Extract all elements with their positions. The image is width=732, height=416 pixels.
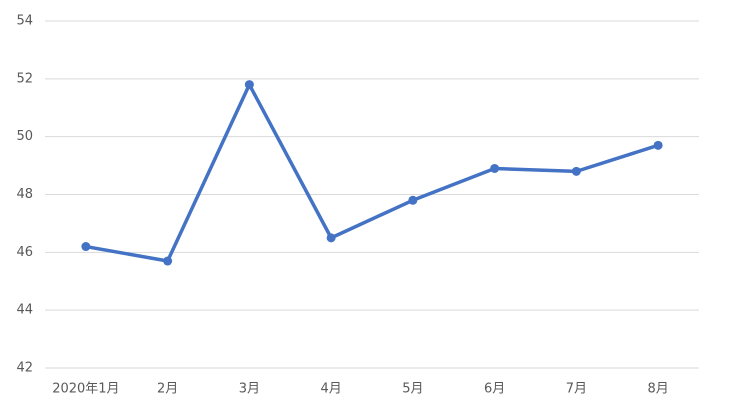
data-point	[244, 80, 254, 90]
x-tick-label: 8月	[647, 382, 668, 397]
x-tick-label: 3月	[239, 382, 260, 397]
series-line	[85, 82, 659, 263]
y-tick-label: 52	[16, 71, 33, 86]
x-tick-label: 2月	[157, 382, 178, 397]
y-tick-label: 48	[16, 187, 33, 202]
x-tick-label: 2020年1月	[52, 382, 119, 397]
y-tick-label: 42	[16, 361, 33, 376]
x-tick-label: 5月	[402, 382, 423, 397]
y-tick-label: 50	[16, 129, 33, 144]
x-tick-label: 7月	[566, 382, 587, 397]
data-point	[571, 166, 581, 176]
y-tick-label: 54	[16, 14, 33, 29]
data-point	[408, 195, 418, 205]
x-tick-label: 6月	[484, 382, 505, 397]
y-tick-label: 46	[16, 245, 33, 260]
data-point	[490, 163, 500, 173]
data-point	[653, 140, 663, 150]
data-point	[163, 256, 173, 266]
x-tick-label: 4月	[320, 382, 341, 397]
data-point	[81, 242, 91, 252]
data-point	[326, 233, 336, 243]
y-tick-label: 44	[16, 303, 33, 318]
